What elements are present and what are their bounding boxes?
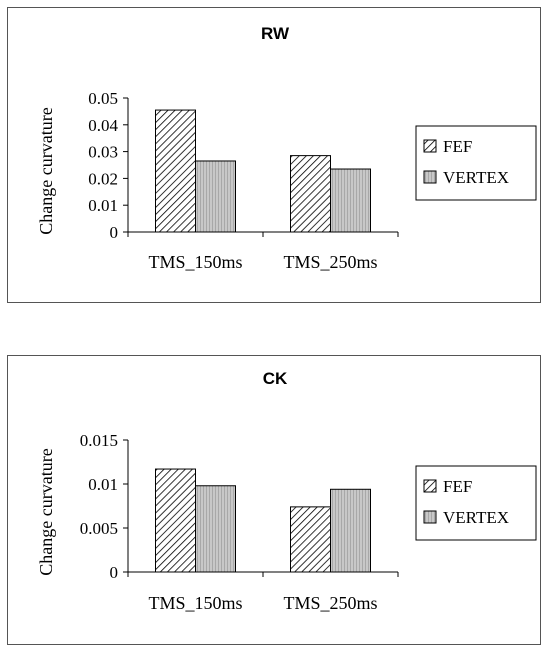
- bar-vertex-tms_150ms: [195, 160, 236, 233]
- legend-label-vertex: VERTEX: [443, 168, 509, 187]
- bar-fef-tms_150ms: [155, 109, 196, 233]
- chart-panel-ck: CK 0 0.005 0.01 0.015 TMS_150ms TMS_250ms Chang…: [7, 355, 541, 645]
- legend-swatch-vertex: [423, 170, 437, 184]
- y-tick-label: 0: [110, 223, 119, 242]
- y-tick-label: 0.01: [88, 475, 118, 494]
- y-axis-label: Change curvature: [36, 107, 56, 234]
- bar-fef-tms_250ms: [290, 155, 331, 233]
- bar-fef-tms_150ms: [155, 468, 196, 573]
- legend-swatch-vertex: [423, 510, 437, 524]
- bar-vertex-tms_250ms: [330, 168, 371, 233]
- y-tick-label: 0.015: [80, 431, 118, 450]
- y-tick-label: 0.02: [88, 169, 118, 188]
- y-tick-label: 0.005: [80, 519, 118, 538]
- bar-vertex-tms_250ms: [330, 488, 371, 573]
- y-tick-label: 0.04: [88, 116, 118, 135]
- chart-panel-rw: RW 0 0.01 0.02 0.03 0.04 0.05 TMS_150ms TMS_250m…: [7, 7, 541, 303]
- x-category-label: TMS_250ms: [283, 593, 377, 613]
- legend-box: [415, 125, 537, 201]
- legend-swatch-fef: [423, 139, 437, 153]
- bar-vertex-tms_150ms: [195, 485, 236, 573]
- y-tick-label: 0.05: [88, 89, 118, 108]
- y-tick-label: 0: [110, 563, 119, 582]
- bar-chart-ck: CK 0 0.005 0.01 0.015 TMS_150ms TMS_250ms Chang…: [36, 369, 537, 613]
- bar-fef-tms_250ms: [290, 506, 331, 573]
- y-axis-label: Change curvature: [36, 448, 56, 575]
- bar-chart-rw: RW 0 0.01 0.02 0.03 0.04 0.05 TMS_150ms TMS_250m…: [36, 24, 537, 272]
- x-category-label: TMS_150ms: [148, 252, 242, 272]
- x-category-label: TMS_150ms: [148, 593, 242, 613]
- legend-label-fef: FEF: [443, 477, 472, 496]
- y-tick-label: 0.01: [88, 196, 118, 215]
- y-tick-label: 0.03: [88, 143, 118, 162]
- chart-title: RW: [261, 24, 290, 43]
- x-category-label: TMS_250ms: [283, 252, 377, 272]
- legend-label-fef: FEF: [443, 137, 472, 156]
- legend-label-vertex: VERTEX: [443, 508, 509, 527]
- legend-box: [415, 465, 537, 541]
- legend-swatch-fef: [423, 479, 437, 493]
- chart-title: CK: [263, 369, 288, 388]
